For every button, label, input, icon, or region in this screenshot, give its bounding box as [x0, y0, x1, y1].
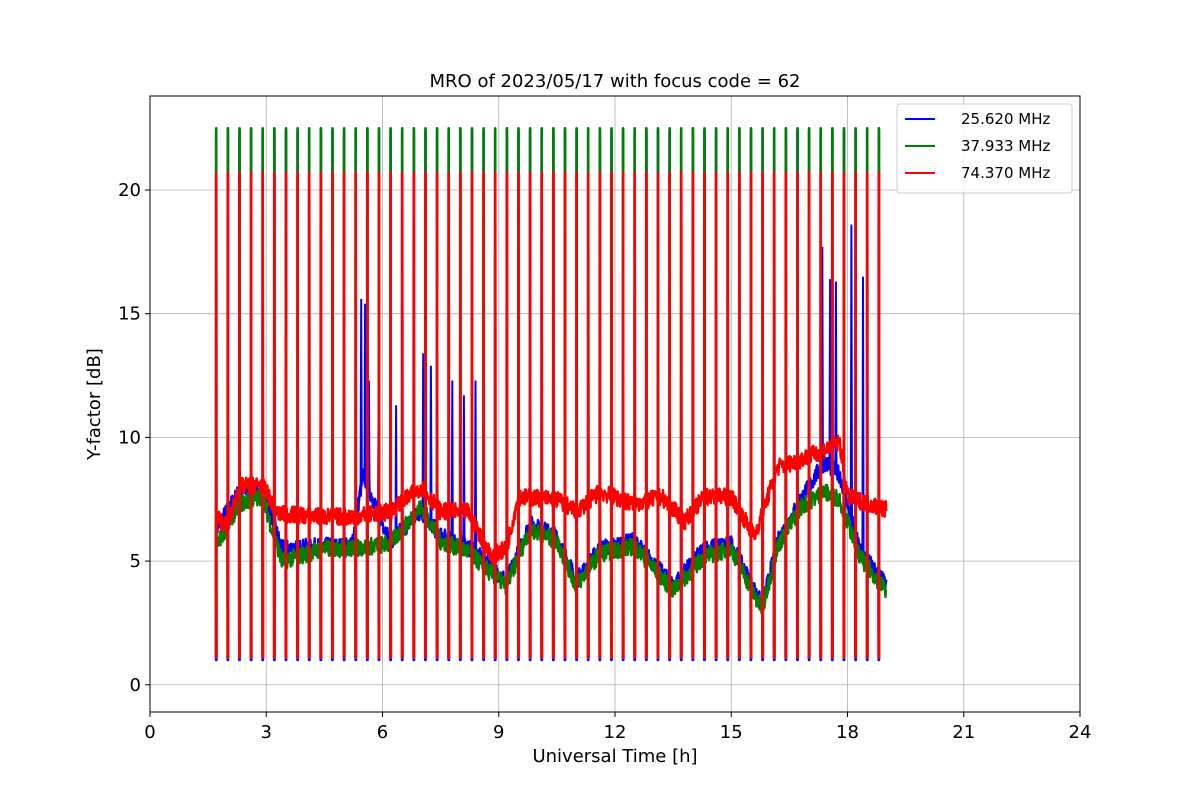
y-tick-label: 5 — [130, 551, 141, 572]
x-tick-label: 21 — [952, 722, 975, 743]
legend-box — [896, 103, 1073, 194]
x-axis-label: Universal Time [h] — [532, 746, 697, 767]
x-axis: 0 3 6 9 12 15 18 21 24 — [144, 712, 1091, 743]
series-spike — [861, 276, 865, 555]
series-spike — [834, 281, 838, 472]
legend: 25.620 MHz 37.933 MHz 74.370 MHz — [896, 103, 1073, 194]
series-line-3 — [214, 171, 888, 659]
x-tick-label: 3 — [261, 722, 272, 743]
y-tick-label: 20 — [118, 180, 141, 201]
x-tick-label: 0 — [144, 722, 155, 743]
series-spike — [429, 365, 433, 525]
series-spike — [421, 353, 425, 515]
y-axis: 0 5 10 15 20 — [118, 180, 150, 696]
series-spike — [828, 279, 832, 467]
series-spike — [849, 224, 853, 520]
x-tick-label: 9 — [493, 722, 504, 743]
x-tick-label: 18 — [836, 722, 859, 743]
series-spike — [363, 303, 367, 480]
legend-label: 25.620 MHz — [961, 110, 1050, 128]
series-line-2 — [214, 126, 888, 659]
series-spike — [473, 380, 478, 553]
x-tick-label: 15 — [720, 722, 743, 743]
series-spike — [394, 405, 398, 536]
x-tick-label: 24 — [1069, 722, 1092, 743]
x-tick-label: 6 — [377, 722, 388, 743]
y-tick-label: 15 — [118, 304, 141, 325]
y-tick-label: 10 — [118, 427, 141, 448]
legend-label: 74.370 MHz — [961, 164, 1050, 182]
x-tick-label: 12 — [604, 722, 627, 743]
y-axis-label: Y-factor [dB] — [84, 348, 105, 461]
series-spike — [450, 380, 454, 541]
series-spike — [462, 395, 466, 545]
series-layer — [214, 126, 888, 662]
series-spike — [359, 298, 363, 487]
legend-label: 37.933 MHz — [961, 137, 1050, 155]
chart-title: MRO of 2023/05/17 with focus code = 62 — [430, 71, 801, 92]
y-tick-label: 0 — [130, 675, 141, 696]
